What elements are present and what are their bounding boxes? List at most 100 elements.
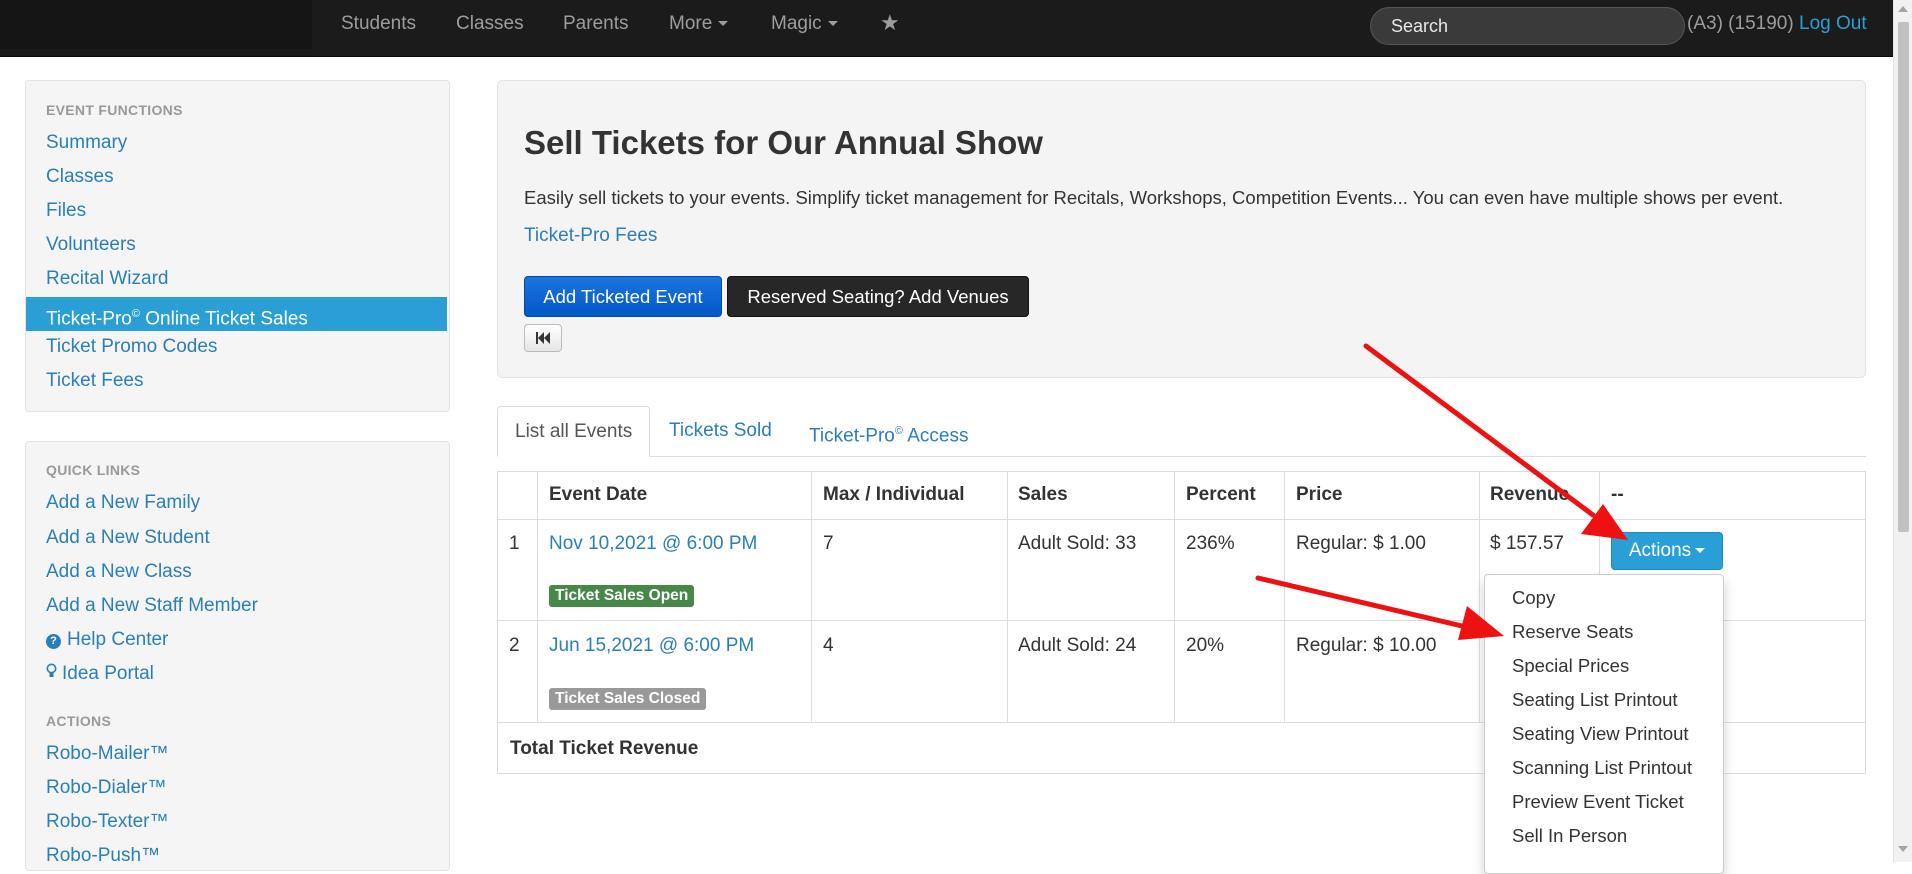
lightbulb-icon: [46, 663, 57, 677]
back-button[interactable]: [524, 324, 562, 352]
table-header-divider: [497, 519, 1866, 520]
table-divider: [811, 471, 812, 723]
account-info: (A3) (15190): [1687, 13, 1794, 34]
quick-link-add-student[interactable]: Add a New Student: [46, 527, 210, 548]
tabs-underline: [497, 456, 1866, 457]
action-robo-texter[interactable]: Robo-Texter™: [46, 811, 169, 832]
col-header-actions: --: [1611, 484, 1624, 505]
nav-classes[interactable]: Classes: [456, 13, 524, 34]
sidebar-item-ticket-fees[interactable]: Ticket Fees: [46, 370, 144, 391]
sidebar-item-classes[interactable]: Classes: [46, 166, 114, 187]
menu-item-scanning-list-printout[interactable]: Scanning List Printout: [1512, 757, 1692, 778]
col-header-price: Price: [1296, 484, 1343, 505]
nav-more-label: More: [669, 13, 713, 34]
table-divider: [1479, 471, 1480, 723]
status-badge-closed: Ticket Sales Closed: [549, 688, 707, 710]
idea-portal-label: Idea Portal: [62, 663, 154, 684]
action-robo-mailer[interactable]: Robo-Mailer™: [46, 743, 169, 764]
nav-magic-dropdown[interactable]: Magic: [771, 0, 838, 49]
nav-magic-label: Magic: [771, 13, 822, 34]
status-badge-open: Ticket Sales Open: [549, 585, 695, 607]
col-header-max: Max / Individual: [823, 484, 965, 505]
nav-students[interactable]: Students: [341, 13, 416, 34]
logout-link[interactable]: Log Out: [1799, 13, 1867, 34]
quick-link-add-class[interactable]: Add a New Class: [46, 561, 192, 582]
scroll-up-icon[interactable]: [1898, 6, 1908, 12]
sidebar-item-recital-wizard[interactable]: Recital Wizard: [46, 268, 169, 289]
tab-ticket-pro-access[interactable]: Ticket-Pro© Access: [792, 406, 985, 457]
row-number: 1: [509, 533, 520, 554]
row-number: 2: [509, 635, 520, 656]
table-row-divider: [497, 620, 1866, 621]
nav-more-dropdown[interactable]: More: [669, 0, 729, 49]
tab-list-all-events[interactable]: List all Events: [497, 406, 651, 457]
action-robo-push[interactable]: Robo-Push™: [46, 845, 161, 866]
menu-item-special-prices[interactable]: Special Prices: [1512, 655, 1630, 676]
quick-link-add-staff[interactable]: Add a New Staff Member: [46, 595, 258, 616]
tab-label-suffix: Access: [902, 425, 969, 447]
question-circle-icon: ?: [46, 634, 61, 649]
sidebar-item-label: Ticket-Pro: [46, 308, 132, 330]
quick-links-panel: [25, 441, 450, 871]
fast-backward-icon: [536, 332, 550, 344]
tab-tickets-sold[interactable]: Tickets Sold: [669, 420, 772, 441]
table-divider: [1284, 471, 1285, 723]
brand-logo-area[interactable]: [0, 0, 312, 49]
scroll-down-icon[interactable]: [1898, 846, 1908, 852]
chevron-down-icon: [718, 21, 729, 27]
hero-panel: [497, 80, 1866, 378]
sidebar-item-files[interactable]: Files: [46, 200, 87, 221]
percent-value: 20%: [1186, 635, 1225, 656]
page-title: Sell Tickets for Our Annual Show: [524, 124, 1043, 161]
menu-item-reserve-seats[interactable]: Reserve Seats: [1512, 621, 1634, 642]
col-header-revenue: Revenue: [1490, 484, 1570, 505]
quick-link-add-family[interactable]: Add a New Family: [46, 492, 201, 513]
table-divider: [1007, 471, 1008, 723]
revenue-value: $ 157.57: [1490, 533, 1564, 554]
quick-link-help-center[interactable]: ? Help Center: [46, 628, 168, 652]
sidebar-item-label-suffix: Online Ticket Sales: [139, 308, 308, 330]
page-scrollbar[interactable]: [1893, 0, 1912, 862]
chevron-down-icon: [827, 21, 838, 27]
events-table: [497, 471, 1866, 774]
help-center-label: Help Center: [67, 629, 169, 650]
copyright-mark: ©: [131, 308, 140, 320]
sidebar-item-volunteers[interactable]: Volunteers: [46, 234, 136, 255]
actions-dropdown-menu: Copy Reserve Seats Special Prices Seatin…: [1484, 574, 1724, 874]
event-date-link[interactable]: Nov 10,2021 @ 6:00 PM: [549, 533, 758, 554]
scrollbar-thumb[interactable]: [1898, 22, 1909, 532]
actions-header: ACTIONS: [46, 713, 112, 729]
chevron-down-icon: [1695, 548, 1706, 554]
percent-value: 236%: [1186, 533, 1235, 554]
tab-label: Ticket-Pro: [809, 425, 895, 447]
copyright-mark: ©: [894, 425, 903, 437]
hero-description: Easily sell tickets to your events. Simp…: [524, 187, 1784, 208]
nav-parents[interactable]: Parents: [563, 13, 629, 34]
sidebar-item-summary[interactable]: Summary: [46, 132, 128, 153]
price-value: Regular: $ 1.00: [1296, 533, 1426, 554]
ticket-pro-fees-link[interactable]: Ticket-Pro Fees: [524, 225, 658, 246]
menu-item-seating-list-printout[interactable]: Seating List Printout: [1512, 689, 1678, 710]
table-row-divider: [497, 722, 1866, 723]
table-divider: [1174, 471, 1175, 723]
add-ticketed-event-button[interactable]: Add Ticketed Event: [524, 276, 722, 317]
menu-item-preview-event-ticket[interactable]: Preview Event Ticket: [1512, 791, 1684, 812]
col-header-sales: Sales: [1018, 484, 1068, 505]
event-functions-header: EVENT FUNCTIONS: [46, 102, 183, 118]
event-date-link[interactable]: Jun 15,2021 @ 6:00 PM: [549, 635, 755, 656]
sidebar-item-ticket-promo-codes[interactable]: Ticket Promo Codes: [46, 336, 218, 357]
actions-dropdown-button[interactable]: Actions: [1611, 532, 1723, 570]
menu-item-copy[interactable]: Copy: [1512, 587, 1556, 608]
menu-item-sell-in-person[interactable]: Sell In Person: [1512, 825, 1628, 846]
sidebar-item-ticket-pro-online-sales[interactable]: Ticket-Pro© Online Ticket Sales: [26, 297, 447, 331]
search-input[interactable]: [1370, 7, 1685, 45]
star-icon[interactable]: ★: [880, 10, 900, 35]
quick-link-idea-portal[interactable]: Idea Portal: [46, 662, 154, 686]
table-divider: [537, 471, 538, 723]
add-venues-button[interactable]: Reserved Seating? Add Venues: [727, 276, 1029, 317]
action-robo-dialer[interactable]: Robo-Dialer™: [46, 777, 167, 798]
sales-value: Adult Sold: 24: [1018, 635, 1137, 656]
max-individual-value: 7: [823, 533, 834, 554]
menu-item-seating-view-printout[interactable]: Seating View Printout: [1512, 723, 1689, 744]
event-functions-panel: [25, 80, 450, 412]
